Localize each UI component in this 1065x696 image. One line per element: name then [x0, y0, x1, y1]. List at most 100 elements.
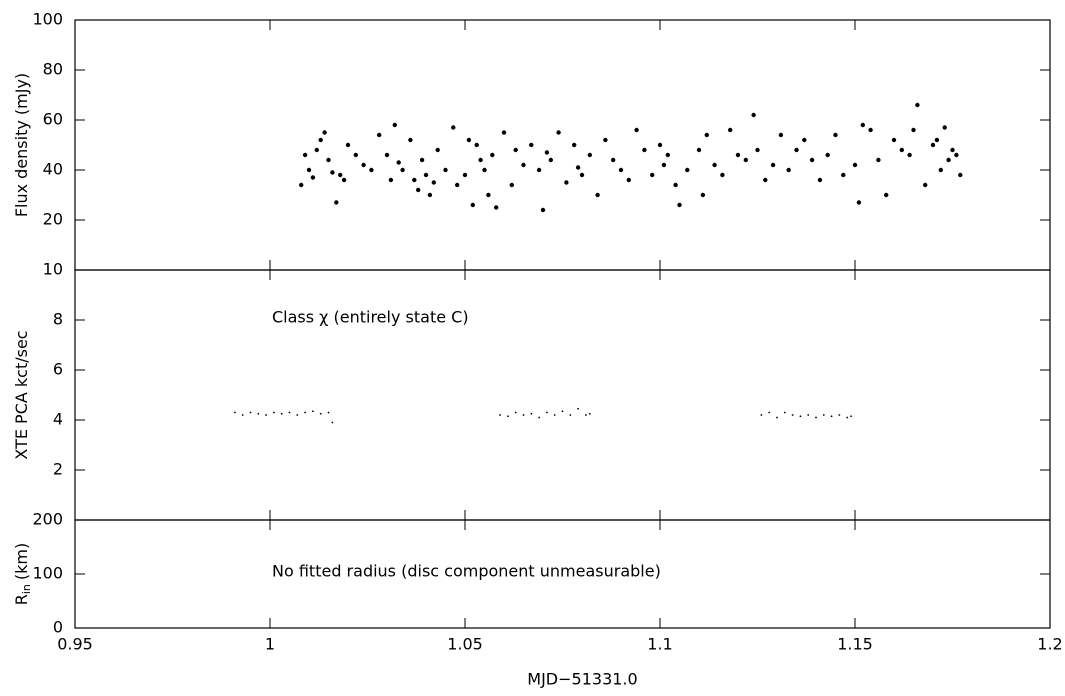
- data-point: [494, 205, 499, 210]
- data-point: [234, 411, 236, 414]
- data-point: [770, 162, 776, 168]
- data-point: [322, 130, 327, 135]
- data-point: [791, 414, 794, 416]
- data-point: [794, 147, 799, 153]
- data-point: [868, 127, 873, 133]
- data-point: [400, 167, 405, 173]
- data-point: [451, 125, 456, 130]
- data-point: [341, 177, 347, 183]
- data-point: [257, 412, 260, 415]
- data-point: [513, 147, 518, 153]
- data-point: [304, 411, 306, 414]
- y-tick-label: 40: [43, 160, 63, 179]
- y-tick-label: 80: [43, 60, 63, 79]
- data-point: [611, 157, 616, 163]
- y-tick-label: 6: [53, 360, 63, 379]
- data-point: [241, 414, 244, 416]
- data-point: [536, 167, 542, 173]
- data-point: [704, 132, 709, 138]
- data-point: [312, 410, 314, 413]
- data-point: [677, 202, 682, 208]
- data-point: [588, 412, 591, 415]
- data-point: [353, 152, 358, 158]
- data-point: [423, 172, 429, 178]
- data-point: [954, 152, 959, 158]
- y-tick-label: 100: [32, 10, 63, 29]
- data-point: [462, 172, 468, 178]
- data-point: [529, 142, 534, 148]
- x-tick-label: 1.1: [647, 635, 672, 654]
- data-point: [396, 160, 401, 165]
- y-tick-label: 4: [53, 410, 63, 429]
- data-point: [876, 157, 881, 163]
- data-point: [338, 172, 343, 178]
- data-point: [712, 162, 717, 168]
- data-point: [846, 416, 849, 419]
- data-point: [850, 415, 852, 418]
- data-point: [595, 192, 600, 198]
- data-point: [474, 142, 479, 148]
- y-axis-label-main: XTE PCA kct/sec: [12, 330, 31, 459]
- data-point: [249, 411, 252, 414]
- data-point: [548, 157, 553, 163]
- data-point: [760, 414, 763, 416]
- x-tick-label: 1.15: [837, 635, 873, 654]
- data-point: [822, 414, 825, 416]
- data-point: [553, 414, 556, 416]
- data-point: [950, 147, 955, 153]
- data-point: [572, 142, 577, 148]
- data-point: [384, 152, 390, 158]
- y-axis-label-unit: (km): [12, 543, 31, 580]
- data-point: [575, 165, 581, 170]
- data-point: [768, 411, 771, 414]
- data-point: [540, 207, 546, 213]
- data-point: [310, 175, 316, 180]
- y-tick-label: 8: [53, 310, 63, 329]
- data-point: [786, 167, 791, 173]
- data-point: [899, 147, 904, 153]
- data-point: [783, 411, 786, 414]
- data-point: [569, 414, 572, 416]
- data-point: [938, 167, 943, 173]
- data-point: [579, 172, 585, 178]
- data-point: [841, 172, 846, 178]
- data-point: [776, 416, 778, 419]
- data-point: [618, 167, 624, 173]
- y-axis-label-main: Flux density (mJy): [12, 73, 31, 217]
- data-point: [288, 411, 291, 414]
- data-point: [416, 187, 421, 193]
- data-point: [419, 157, 425, 163]
- data-point: [665, 152, 670, 158]
- y-axis-label: Rin (km): [12, 543, 34, 606]
- data-point: [603, 137, 608, 143]
- data-point: [763, 177, 768, 183]
- data-point: [507, 415, 509, 418]
- data-point: [685, 167, 690, 173]
- data-point: [799, 415, 802, 418]
- data-point: [361, 162, 366, 168]
- y-axis-label-main: R: [12, 594, 31, 605]
- data-point: [587, 152, 592, 158]
- data-point: [299, 182, 304, 188]
- data-point: [530, 412, 533, 415]
- data-point: [650, 172, 655, 178]
- data-point: [392, 122, 397, 128]
- data-point: [280, 412, 283, 415]
- data-point: [369, 167, 374, 173]
- data-point: [830, 415, 833, 418]
- data-point: [296, 414, 299, 416]
- data-point: [302, 152, 308, 158]
- data-point: [838, 414, 841, 416]
- data-point: [273, 411, 275, 414]
- data-point: [564, 180, 569, 185]
- y-tick-label: 0: [53, 618, 63, 637]
- data-point: [490, 152, 495, 158]
- data-point: [942, 125, 947, 130]
- data-point: [778, 132, 784, 138]
- data-point: [634, 127, 639, 133]
- data-point: [521, 162, 526, 168]
- data-point: [809, 157, 815, 163]
- data-point: [330, 170, 335, 175]
- data-point: [915, 102, 920, 108]
